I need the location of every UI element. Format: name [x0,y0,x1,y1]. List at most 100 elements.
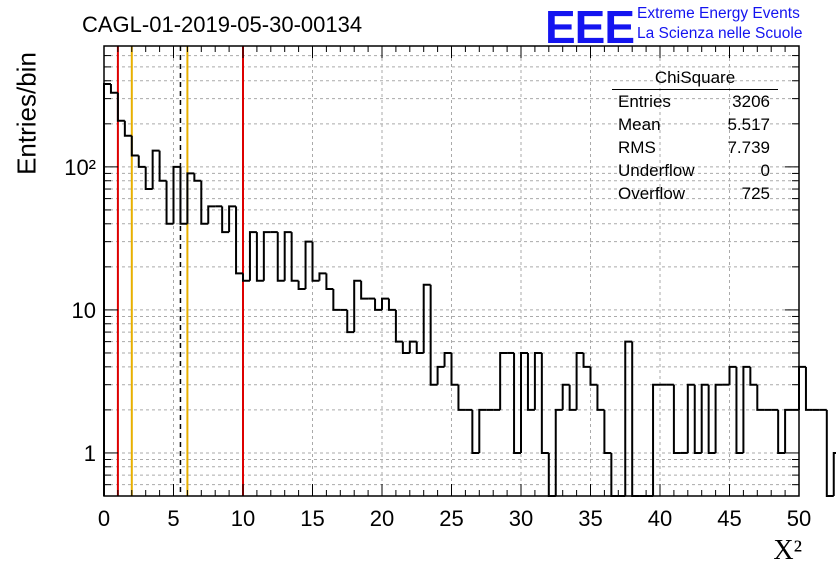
histogram-bin [631,341,640,497]
histogram-bin [735,366,744,454]
x-tick-label: 35 [578,506,602,531]
histogram-bin [401,341,410,354]
histogram-bin [381,297,389,310]
stats-value: 5.517 [727,115,770,134]
y-axis-label: Entries/bin [11,52,42,175]
histogram-bin [151,149,160,190]
histogram-bin [450,352,459,386]
eee-logo: EEE [545,1,635,53]
histogram-bin [443,351,452,367]
histogram-bin [804,366,813,411]
histogram-bin [228,205,237,233]
histogram-bin [700,383,709,453]
stats-label: Overflow [618,184,686,203]
histogram-bin [624,340,633,496]
histogram-bin [276,232,285,282]
x-tick-label: 0 [98,506,110,531]
histogram-bin [471,409,480,454]
histogram-bin [394,309,403,343]
histogram-bin [353,279,362,333]
histogram-bin [207,205,216,224]
histogram-bin [262,231,271,281]
stats-label: RMS [618,138,656,157]
stats-label: Mean [618,115,661,134]
histogram-bin [568,384,577,411]
stats-label: Entries [618,92,671,111]
histogram-bin [457,384,466,411]
histogram-bin [422,283,431,353]
logo-line-1: Extreme Energy Events [637,5,800,22]
histogram-bin [193,173,202,182]
histogram-bin [777,409,786,454]
histogram-bin [346,309,355,334]
histogram-bin [686,383,695,453]
histogram-bin [693,384,702,454]
histogram-bin [429,284,438,386]
histogram-bin [103,82,111,496]
histogram-bin [374,298,382,311]
histogram-bin [582,352,591,368]
histogram-bin [707,384,716,454]
histogram-bin [513,352,521,454]
histogram-bin [297,280,306,291]
x-tick-label: 30 [509,506,533,531]
histogram-bin [144,166,153,191]
histogram-bin [499,351,508,410]
stats-box: ChiSquare Entries 3206 Mean 5.517 RMS 7.… [612,67,778,205]
histogram-bin [221,206,230,234]
stats-label: Underflow [618,161,695,180]
histogram-bin [749,366,758,386]
histogram-bin [242,273,250,282]
histogram-bin [200,180,209,225]
histogram-bin [520,351,528,453]
histogram-bin [255,232,264,282]
histogram-bin [158,150,167,182]
histogram-bin [116,92,125,122]
x-axis-label: X² [773,535,802,566]
histogram-bin [283,231,292,281]
histogram-bin [714,383,723,453]
histogram-bin [387,298,396,311]
x-tick-label: 15 [300,506,324,531]
histogram-bin [415,341,424,354]
histogram-bin [728,365,737,385]
histogram-bin [526,352,535,411]
x-tick-label: 25 [439,506,463,531]
x-tick-label: 40 [648,506,672,531]
histogram-bin [325,273,334,291]
histogram-bin [235,206,243,275]
histogram-bin [408,340,417,353]
x-tick-label: 45 [717,506,741,531]
x-tick-label: 10 [231,506,255,531]
histogram-bin [589,366,598,386]
histogram-bin [304,240,313,290]
chart-title: CAGL-01-2019-05-30-00134 [82,12,363,37]
histogram-bin [825,409,834,497]
y-tick-label: 1 [84,441,96,466]
stats-title: ChiSquare [612,67,778,90]
histogram-bin [318,272,327,281]
histogram-bin [172,165,181,224]
histogram-bin [554,408,563,496]
histogram-bin [290,232,299,282]
y-tick-label: 10² [64,155,96,180]
histogram-bin [603,409,612,454]
stats-row-entries: Entries 3206 [612,90,778,113]
logo-line-2: La Scienza nelle Scuole [637,25,803,42]
histogram-bin [652,383,660,496]
x-tick-label: 50 [787,506,811,531]
histogram-bin [436,365,445,385]
histogram-bin [332,289,341,311]
histogram-bin [186,172,195,224]
histogram-bin [575,351,584,410]
stats-row-rms: RMS 7.739 [612,136,778,159]
histogram-bin [596,384,605,411]
stats-value: 725 [741,184,770,203]
histogram-bin [540,352,549,454]
stats-row-overflow: Overflow 725 [612,182,778,205]
histogram-bin [165,180,174,225]
histogram-bin [784,408,793,453]
stats-row-mean: Mean 5.517 [612,113,778,136]
stats-row-underflow: Underflow 0 [612,159,778,182]
